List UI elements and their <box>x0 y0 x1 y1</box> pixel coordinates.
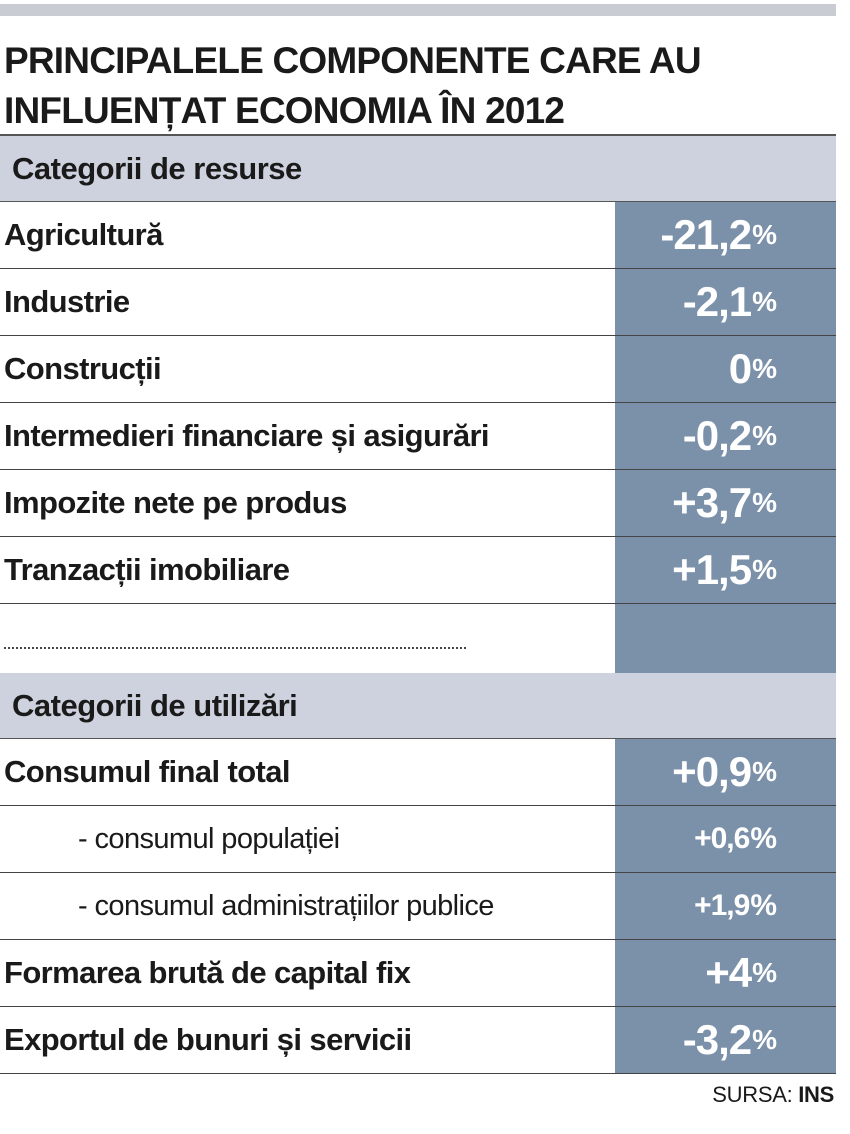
row-label: Agricultură <box>4 217 163 252</box>
row-label: Industrie <box>4 284 130 319</box>
row-value: +4 <box>705 949 752 996</box>
resources-header-label: Categorii de resurse <box>12 150 302 186</box>
uses-header-label: Categorii de utilizări <box>12 687 298 723</box>
row-value: -3,2 <box>682 1016 752 1063</box>
row-value: +1,5 <box>672 546 752 593</box>
row-unit: % <box>750 822 777 855</box>
row-value: +0,6 <box>694 822 750 855</box>
row-value-cell: +3,7% <box>615 470 836 536</box>
row-label: Exportul de bunuri și servicii <box>4 1022 412 1057</box>
row-label: Intermedieri financiare și asigurări <box>4 418 490 453</box>
row-value-cell: +0,9% <box>615 739 836 805</box>
row-unit: % <box>752 286 777 317</box>
row-label: Construcții <box>4 351 162 386</box>
row-value-cell: -2,1% <box>615 269 836 335</box>
table-row-dotted-spacer <box>0 604 836 673</box>
row-value-cell: -3,2% <box>615 1007 836 1073</box>
row-value: +3,7 <box>672 479 752 526</box>
row-value: -21,2 <box>660 211 752 258</box>
data-table: Categorii de resurse Agricultură -21,2% … <box>0 136 836 1074</box>
table-row-export: Exportul de bunuri și servicii -3,2% <box>0 1007 836 1074</box>
table-row-consum-administratii: - consumul administrațiilor publice +1,9… <box>0 873 836 940</box>
table-row-industrie: Industrie -2,1% <box>0 269 836 336</box>
row-value-cell: +1,9% <box>615 873 836 939</box>
row-label: Formarea brută de capital fix <box>4 955 411 990</box>
row-value-cell: +4% <box>615 940 836 1006</box>
table-row-intermedieri: Intermedieri financiare și asigurări -0,… <box>0 403 836 470</box>
row-label: Impozite nete pe produs <box>4 485 347 520</box>
row-unit: % <box>752 1024 777 1055</box>
table-row-agricultura: Agricultură -21,2% <box>0 202 836 269</box>
source-prefix: SURSA: <box>712 1082 793 1107</box>
page-title: PRINCIPALELE COMPONENTE CARE AU INFLUENȚ… <box>4 40 702 131</box>
row-unit: % <box>750 889 777 922</box>
dotted-divider <box>4 647 466 649</box>
row-label: - consumul administrațiilor publice <box>78 889 494 922</box>
row-value: -2,1 <box>682 278 752 325</box>
row-unit: % <box>752 487 777 518</box>
table-row-capital-fix: Formarea brută de capital fix +4% <box>0 940 836 1007</box>
table-row-tranzactii: Tranzacții imobiliare +1,5% <box>0 537 836 604</box>
resources-category-header: Categorii de resurse <box>0 136 836 202</box>
row-unit: % <box>752 353 777 384</box>
row-value: -0,2 <box>682 412 752 459</box>
row-value: +0,9 <box>672 748 752 795</box>
row-value: 0 <box>728 345 752 392</box>
row-label: Tranzacții imobiliare <box>4 552 290 587</box>
table-row-impozite: Impozite nete pe produs +3,7% <box>0 470 836 537</box>
row-value: +1,9 <box>694 889 750 922</box>
row-unit: % <box>752 957 777 988</box>
row-label: Consumul final total <box>4 754 291 789</box>
table-row-consum-populatie: - consumul populației +0,6% <box>0 806 836 873</box>
title-divider <box>0 134 836 136</box>
row-value-cell: +1,5% <box>615 537 836 603</box>
row-unit: % <box>752 554 777 585</box>
row-value-cell <box>615 604 836 673</box>
table-row-constructii: Construcții 0% <box>0 336 836 403</box>
row-value-cell: -0,2% <box>615 403 836 469</box>
top-bar <box>0 4 836 16</box>
source-credit: SURSA: INS <box>712 1082 834 1108</box>
row-value-cell: -21,2% <box>615 202 836 268</box>
row-unit: % <box>752 420 777 451</box>
uses-category-header: Categorii de utilizări <box>0 673 836 739</box>
source-name: INS <box>798 1082 834 1107</box>
row-value-cell: +0,6% <box>615 806 836 872</box>
row-unit: % <box>752 219 777 250</box>
row-value-cell: 0% <box>615 336 836 402</box>
table-row-consum-total: Consumul final total +0,9% <box>0 739 836 806</box>
row-unit: % <box>752 756 777 787</box>
row-label: - consumul populației <box>78 822 340 855</box>
